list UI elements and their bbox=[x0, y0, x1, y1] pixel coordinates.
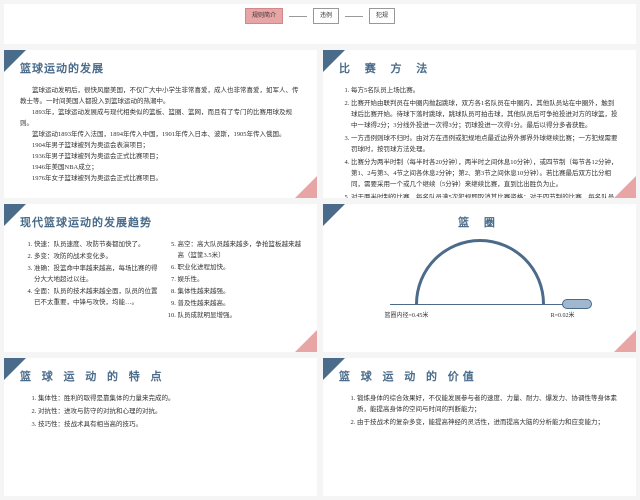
dev-l2: 1936年男子篮球被列为奥运会正式比赛项目； bbox=[20, 151, 301, 162]
box-intro: 规则简介 bbox=[245, 8, 283, 24]
corner-tl-icon bbox=[4, 358, 26, 380]
slide-methods: 比 赛 方 法 每方5名队员上场比赛。 比赛开始由联判员在中圈内抛起跳球，双方各… bbox=[323, 50, 636, 198]
trend-item: 准确：投篮命中率越来越高，每场比赛的得分大大地超过以往。 bbox=[34, 263, 158, 285]
hoop-baseline bbox=[390, 304, 570, 305]
corner-tl-icon bbox=[323, 358, 345, 380]
box-violation: 违例 bbox=[313, 8, 339, 24]
corner-br-icon bbox=[614, 330, 636, 352]
trend-item: 全面：队员的技术越来越全面，队员的位置已不太重要，中锋与攻快，均能…。 bbox=[34, 286, 158, 308]
corner-tl-icon bbox=[323, 50, 345, 72]
feature-item: 集体性：胜利的取得是靠集体的力量来完成的。 bbox=[38, 393, 301, 404]
hoop-arc bbox=[415, 239, 545, 304]
value-list: 锻炼身体的综合效果好，不仅能发展参与者的速度、力量、耐力、爆发力、协调性等身体素… bbox=[339, 393, 620, 428]
slide-top: 规则简介 违例 犯规 bbox=[4, 4, 636, 44]
title-value: 篮 球 运 动 的 价值 bbox=[339, 368, 620, 387]
trend-item: 多变：攻防的战术变化多。 bbox=[34, 251, 158, 262]
feature-item: 对抗性：进攻与防守的对抗和心理的对抗。 bbox=[38, 406, 301, 417]
hoop-labels: 篮圈内径=0.45米 R=0.02米 bbox=[365, 311, 595, 321]
hoop-tube-icon bbox=[562, 299, 592, 309]
method-item: 每方5名队员上场比赛。 bbox=[351, 85, 620, 96]
title-hoop: 篮 圈 bbox=[339, 214, 620, 233]
hoop-radius-label: R=0.02米 bbox=[551, 311, 575, 321]
feature-item: 技巧性：技战术具有相当高的技巧。 bbox=[38, 419, 301, 430]
trend-item: 快速：队员速度、攻防节奏都加快了。 bbox=[34, 239, 158, 250]
title-features: 篮 球 运 动 的 特 点 bbox=[20, 368, 301, 387]
dev-l1: 1904年男子篮球被列为奥运会表演项目； bbox=[20, 140, 301, 151]
title-development: 篮球运动的发展 bbox=[20, 60, 301, 79]
method-item: 比赛开始由联判员在中圈内抛起跳球，双方各1名队员在中圈内，其他队员站在中圈外，触… bbox=[351, 98, 620, 131]
trend-item: 普及性越来越高。 bbox=[178, 298, 302, 309]
top-boxes: 规则简介 违例 犯规 bbox=[20, 8, 620, 24]
features-list: 集体性：胜利的取得是靠集体的力量来完成的。 对抗性：进攻与防守的对抗和心理的对抗… bbox=[20, 393, 301, 430]
hoop-diagram: 篮圈内径=0.45米 R=0.02米 bbox=[339, 239, 620, 321]
dev-l4: 1976年女子篮球被列为奥运会正式比赛项目。 bbox=[20, 173, 301, 184]
trend-item: 娱乐性。 bbox=[178, 274, 302, 285]
trend-item: 集体性越来越强。 bbox=[178, 286, 302, 297]
dev-p2: 1893年，篮球运动发展成与现代相类似的篮板、篮圈、篮网，而且有了专门的比赛用球… bbox=[20, 107, 301, 129]
value-item: 锻炼身体的综合效果好，不仅能发展参与者的速度、力量、耐力、爆发力、协调性等身体素… bbox=[357, 393, 620, 415]
corner-br-icon bbox=[295, 176, 317, 198]
trend-item: 职业化进程加快。 bbox=[178, 262, 302, 273]
corner-br-icon bbox=[614, 176, 636, 198]
dev-p3: 篮球运动1893年传入法国，1894年传入中国，1901年传入日本、波斯，190… bbox=[20, 129, 301, 140]
method-item: 比赛分为两半时制（每半时各20分钟），两半时之间休息10分钟），或四节制（每节各… bbox=[351, 157, 620, 190]
slide-development: 篮球运动的发展 篮球运动发明后，很快风靡美国，不仅广大中小学生非常喜爱，成人也非… bbox=[4, 50, 317, 198]
value-item: 由于技战术的复杂多变，能提高神经的灵活性，进而提高大脑的分析能力和应变能力； bbox=[357, 417, 620, 428]
corner-br-icon bbox=[295, 330, 317, 352]
corner-tl-icon bbox=[4, 50, 26, 72]
methods-list: 每方5名队员上场比赛。 比赛开始由联判员在中圈内抛起跳球，双方各1名队员在中圈内… bbox=[339, 85, 620, 198]
dev-p1: 篮球运动发明后，很快风靡美国，不仅广大中小学生非常喜爱，成人也非常喜爱，如军人、… bbox=[20, 85, 301, 107]
title-trends: 现代篮球运动的发展趋势 bbox=[20, 214, 301, 233]
method-item: 对于两半时制的比赛，每名队员满5次犯规即取消其比赛资格；对于四节制的比赛，每名队… bbox=[351, 192, 620, 198]
dev-l3: 1946年美国NBA成立； bbox=[20, 162, 301, 173]
trend-item: 队员成就明显增强。 bbox=[178, 310, 302, 321]
slide-value: 篮 球 运 动 的 价值 锻炼身体的综合效果好，不仅能发展参与者的速度、力量、耐… bbox=[323, 358, 636, 496]
hoop-diameter-label: 篮圈内径=0.45米 bbox=[385, 311, 429, 321]
slide-trends: 现代篮球运动的发展趋势 快速：队员速度、攻防节奏都加快了。 多变：攻防的战术变化… bbox=[4, 204, 317, 352]
method-item: 一方违例则球不归时。由对方在违例或犯规地点最近边界外掷界外球继续比赛；一方犯规需… bbox=[351, 133, 620, 155]
slide-features: 篮 球 运 动 的 特 点 集体性：胜利的取得是靠集体的力量来完成的。 对抗性：… bbox=[4, 358, 317, 496]
box-foul: 犯规 bbox=[369, 8, 395, 24]
slide-hoop: 篮 圈 篮圈内径=0.45米 R=0.02米 bbox=[323, 204, 636, 352]
trend-item: 高空：高大队员越来越多，争抢篮板越来越高（篮筐3.5米） bbox=[178, 239, 302, 261]
corner-tl-icon bbox=[323, 204, 345, 226]
connector-line bbox=[289, 16, 307, 17]
trends-list: 快速：队员速度、攻防节奏都加快了。 多变：攻防的战术变化多。 准确：投篮命中率越… bbox=[20, 239, 301, 321]
connector-line bbox=[345, 16, 363, 17]
corner-tl-icon bbox=[4, 204, 26, 226]
title-methods: 比 赛 方 法 bbox=[339, 60, 620, 79]
